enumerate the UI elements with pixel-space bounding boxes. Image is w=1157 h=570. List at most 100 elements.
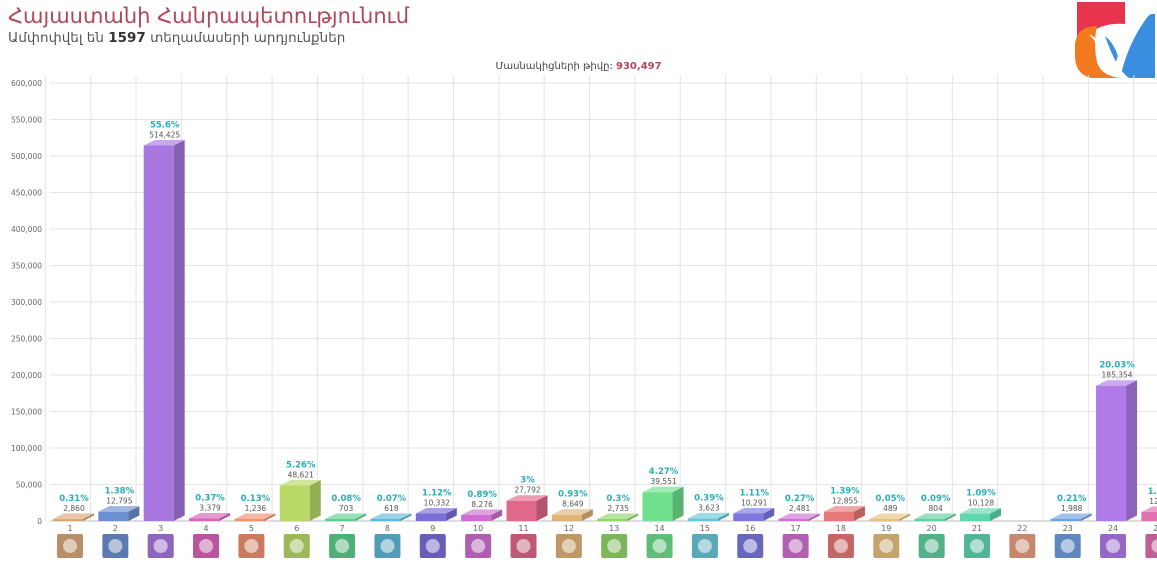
percent-label: 0.09% (921, 494, 951, 504)
bar-top (823, 506, 865, 512)
participants-label: Մասնակիցների թիվը: (495, 61, 613, 72)
party-logo-22 (1009, 534, 1036, 558)
value-label: 10,332 (424, 498, 450, 507)
bar-front (1141, 512, 1157, 521)
bar-top (53, 513, 94, 519)
y-axis: 0 50,000 100,000 150,000 200,000 250,000 300,0… (11, 79, 42, 526)
bar-24: 20.03%185,354 (1096, 361, 1138, 521)
bar-side (717, 512, 729, 521)
subtitle-prefix: Ամփոփվել են (8, 30, 104, 46)
party-logo-mark (63, 539, 77, 553)
bar-9: 1.12%10,332 (415, 488, 457, 521)
bar-side (944, 513, 956, 521)
bar-side (1080, 513, 1092, 521)
bar-front (823, 511, 854, 521)
bar-front (1096, 385, 1127, 521)
party-logo-13 (601, 534, 628, 558)
bar-front (1050, 519, 1081, 521)
bar-side (491, 509, 503, 521)
x-tick-label: 8 (385, 524, 390, 533)
bar-front (415, 513, 446, 521)
value-label: 2,481 (789, 504, 811, 513)
bar-front (733, 513, 764, 521)
party-logo-4 (193, 534, 220, 558)
party-logo-25 (1145, 534, 1157, 558)
party-logo-11 (510, 534, 537, 558)
party-logo-15 (691, 534, 718, 558)
party-logo-mark (924, 539, 939, 553)
value-label: 10,128 (968, 499, 994, 508)
chart-bars: 0.31%2,8601.38%12,79555.6%514,4250.37%3,… (53, 120, 1157, 521)
bar-top (189, 513, 231, 519)
party-logo-7 (329, 534, 356, 558)
bar-2: 1.38%12,795 (98, 487, 140, 521)
x-tick-label: 4 (204, 524, 209, 533)
value-label: 185,354 (1102, 371, 1133, 380)
value-label: 8,276 (471, 500, 493, 509)
percent-label: 0.21% (1057, 494, 1087, 504)
party-logo-mark (153, 539, 168, 553)
party-logo-19 (873, 534, 900, 558)
party-logo-mark (1060, 539, 1075, 553)
value-label: 12,795 (106, 497, 132, 506)
bar-front (234, 519, 265, 521)
party-logo-9 (419, 534, 446, 558)
bar-front (461, 514, 492, 521)
bar-side (309, 480, 321, 521)
bar-front (687, 518, 718, 521)
logo-check-stroke (1089, 8, 1155, 74)
x-tick-label: 5 (249, 524, 254, 533)
subtitle-suffix: տեղամասերի արդյունքներ (150, 30, 346, 46)
percent-label: 1.39% (830, 487, 860, 497)
value-label: 1,988 (1061, 504, 1083, 513)
party-logo-18 (827, 534, 854, 558)
party-logo-17 (782, 534, 809, 558)
party-logo-12 (555, 534, 582, 558)
bar-front (98, 511, 129, 521)
bar-side (899, 513, 911, 521)
bar-side (445, 507, 457, 521)
x-tick-label: 1 (67, 524, 72, 533)
chart-grid (44, 75, 1157, 522)
x-axis: 1 2 3 4 5 6 7 8 9 10 11 12 13 14 15 16 17 18 19 20 21 22 23 24 2… (67, 524, 1157, 533)
bar-front (53, 518, 83, 521)
party-logo-21 (964, 534, 990, 558)
y-tick-label: 550,000 (11, 116, 42, 125)
header: Հայաստանի Հանրապետությունում Ամփոփվել են… (8, 4, 409, 48)
value-label: 618 (384, 504, 399, 513)
value-label: 703 (339, 504, 354, 513)
value-label: 3,623 (698, 503, 720, 512)
value-label: 2,860 (63, 504, 85, 513)
bar-top (415, 507, 457, 514)
bar-front (189, 518, 220, 521)
bar-side (128, 506, 140, 521)
value-label: 2,735 (607, 504, 629, 513)
bar-top (597, 513, 639, 519)
party-logo-1 (57, 534, 83, 558)
bar-25: 1.33%12,295 (1141, 487, 1157, 521)
party-logo-mark (471, 539, 486, 553)
x-tick-label: 12 (564, 524, 574, 533)
bar-1: 0.31%2,860 (53, 494, 94, 521)
bar-front (597, 519, 628, 521)
bar-front (143, 145, 174, 521)
bar-side (672, 486, 684, 521)
bar-12: 0.93%8,649 (551, 490, 593, 521)
bar-6: 5.26%48,621 (279, 461, 321, 521)
bar-top (551, 509, 593, 515)
party-logo-mark (652, 539, 667, 553)
bar-top (869, 513, 911, 519)
bar-top (325, 513, 367, 519)
bar-front (778, 519, 809, 521)
value-label: 514,425 (149, 130, 180, 139)
bar-top (778, 513, 820, 519)
x-tick-label: 15 (700, 524, 710, 533)
bar-top (461, 509, 503, 515)
bar-side (808, 513, 820, 521)
bar-20: 0.09%804 (914, 494, 956, 521)
logo-orange-shape (1075, 26, 1121, 78)
party-logo-mark (697, 539, 712, 553)
party-logo-mark (516, 539, 531, 553)
bar-side (219, 513, 231, 521)
